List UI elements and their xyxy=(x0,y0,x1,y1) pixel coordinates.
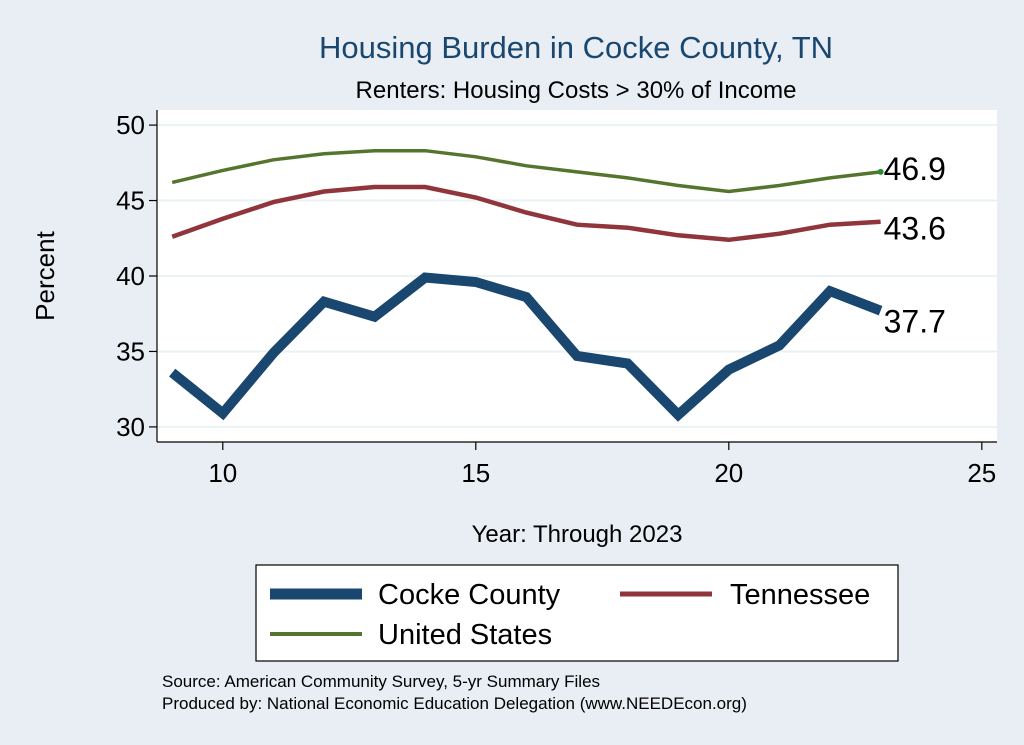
legend-label-us: United States xyxy=(378,619,552,651)
chart-title: Housing Burden in Cocke County, TN xyxy=(319,30,833,65)
end-labels: 37.7 43.6 46.9 xyxy=(884,151,946,340)
x-tick-label: 10 xyxy=(208,458,237,488)
axes: 30 35 40 45 50 10 15 20 25 xyxy=(116,110,997,488)
series-line-tennessee xyxy=(171,184,881,243)
series-line-cocke-county xyxy=(169,272,883,422)
x-axis-title: Year: Through 2023 xyxy=(472,521,683,548)
series-lines xyxy=(169,148,884,422)
legend-box xyxy=(255,564,899,662)
source-note: Source: American Community Survey, 5-yr … xyxy=(162,672,600,691)
end-label-united-states: 46.9 xyxy=(884,151,946,187)
end-label-cocke-county: 37.7 xyxy=(884,304,946,340)
series-line-united-states xyxy=(171,148,881,194)
legend-label-cocke: Cocke County xyxy=(378,579,561,611)
x-tick-label: 25 xyxy=(967,458,996,488)
y-tick-label: 50 xyxy=(116,110,145,140)
y-tick-label: 40 xyxy=(116,261,145,291)
y-tick-label: 30 xyxy=(116,412,145,442)
x-tick-label: 20 xyxy=(714,458,743,488)
series-end-marker-united-states xyxy=(877,168,884,175)
end-label-tennessee: 43.6 xyxy=(884,211,946,247)
legend: Cocke County Tennessee United States xyxy=(255,564,899,662)
legend-label-tennessee: Tennessee xyxy=(730,579,870,611)
y-axis-title: Percent xyxy=(30,230,60,320)
x-tick-label: 15 xyxy=(461,458,490,488)
chart-subtitle: Renters: Housing Costs > 30% of Income xyxy=(356,77,797,104)
gridlines xyxy=(157,124,997,428)
producer-note: Produced by: National Economic Education… xyxy=(162,694,747,713)
y-tick-label: 45 xyxy=(116,186,145,216)
y-tick-label: 35 xyxy=(116,336,145,366)
